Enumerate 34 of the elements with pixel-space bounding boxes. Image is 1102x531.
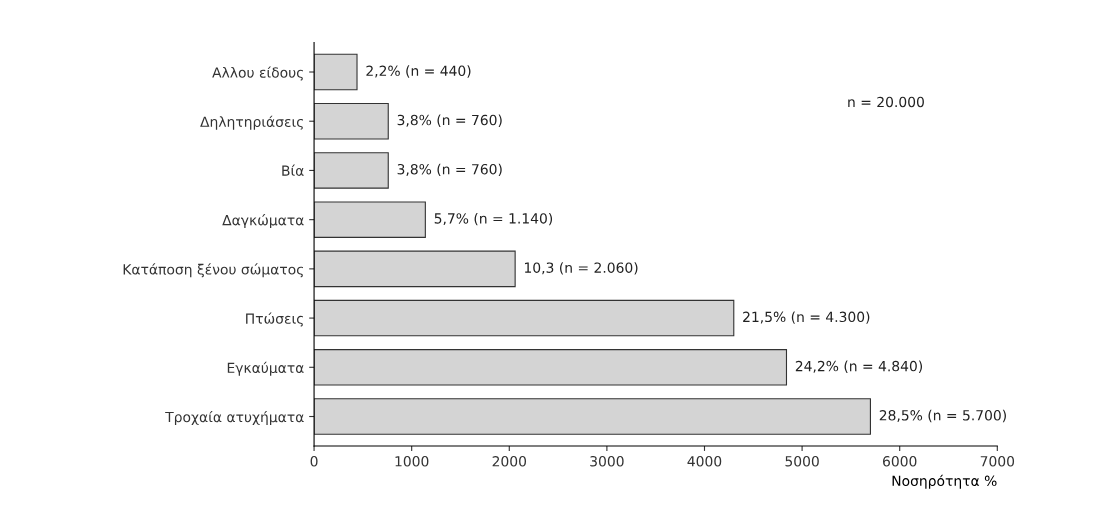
x-tick-label: 1000 <box>395 456 429 467</box>
x-tick-label: 4000 <box>687 456 722 467</box>
bar <box>314 102 389 140</box>
x-tick-label: 3000 <box>590 456 624 467</box>
y-tick-label: Βία <box>282 164 304 176</box>
y-tick-label: Εγκαύματα <box>227 361 304 376</box>
bar <box>314 299 735 337</box>
y-tick-label: Κατάποση ξένου σώματος <box>123 263 303 278</box>
data-label: 21,5% (n = 4.300) <box>743 311 870 324</box>
x-tick-label: 5000 <box>785 456 819 467</box>
bar <box>314 53 358 91</box>
x-tick-label: 7000 <box>980 456 1015 467</box>
data-label: 5,7% (n = 1.140) <box>434 212 553 226</box>
bar <box>314 152 389 189</box>
bar <box>314 349 788 386</box>
y-tick-label: Αλλου είδους <box>212 66 303 81</box>
y-tick-label: Δηλητηριάσεις <box>200 115 303 130</box>
data-label: 3,8% (n = 760) <box>397 114 502 127</box>
x-tick-label: 0 <box>310 456 318 467</box>
y-tick-label: Πτώσεις <box>246 312 303 327</box>
bar <box>314 398 871 435</box>
y-tick-label: Δαγκώματα <box>222 214 304 229</box>
x-tick-label: 6000 <box>883 456 917 467</box>
bar <box>314 201 426 238</box>
x-axis-title: Νοσηρότητα % <box>892 474 997 489</box>
x-tick-label: 2000 <box>492 456 527 467</box>
data-label: 28,5% (n = 5.700) <box>879 409 1006 423</box>
data-label: 24,2% (n = 4.840) <box>795 360 923 373</box>
bar <box>314 250 516 288</box>
annotation: n = 20.000 <box>848 96 924 108</box>
data-label: 3,8% (n = 760) <box>397 163 502 177</box>
y-tick-label: Τροχαία ατυχήματα <box>165 410 304 425</box>
data-label: 10,3 (n = 2.060) <box>525 262 638 275</box>
data-label: 2,2% (n = 440) <box>366 65 471 78</box>
